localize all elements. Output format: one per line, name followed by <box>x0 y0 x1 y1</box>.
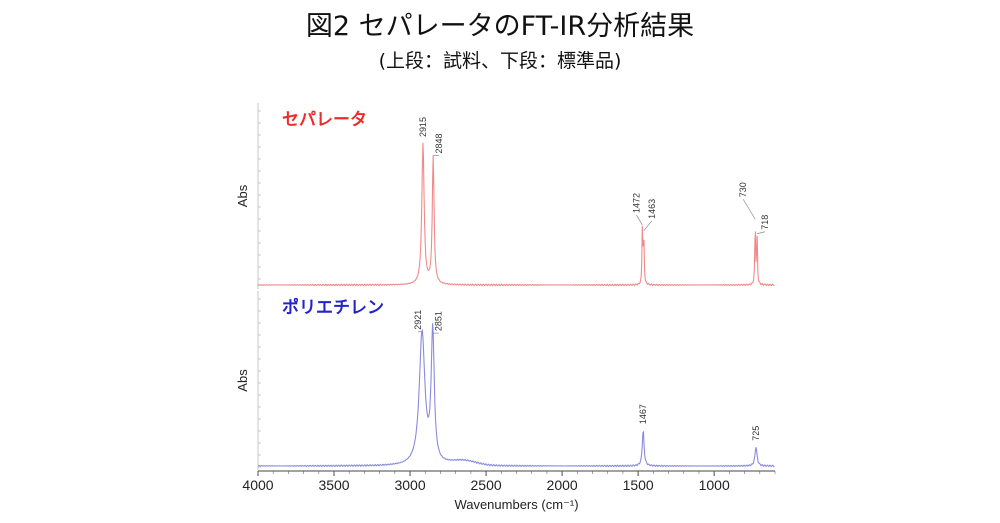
series-label: セパレータ <box>282 110 367 130</box>
peak-label: 1463 <box>647 199 657 219</box>
peak-leader-line <box>643 220 653 232</box>
peak-leader-line <box>756 231 766 235</box>
y-axis-title: Abs <box>235 369 250 392</box>
x-tick-label: 2000 <box>547 477 578 493</box>
chart-subtitle: (上段：試料、下段：標準品) <box>378 50 622 72</box>
peak-label: 1472 <box>631 193 641 213</box>
peak-label: 2921 <box>413 310 423 330</box>
peak-label: 725 <box>751 426 761 441</box>
peak-leader-line <box>636 214 643 226</box>
x-tick-label: 4000 <box>242 477 273 493</box>
series-label: ポリエチレン <box>282 297 384 318</box>
x-tick-label: 2500 <box>471 477 502 493</box>
x-tick-label: 1500 <box>623 477 654 493</box>
x-tick-label: 1000 <box>699 477 730 493</box>
peak-label: 2851 <box>434 311 444 331</box>
x-tick-label: 3000 <box>394 477 425 493</box>
peak-leader-line <box>742 199 756 220</box>
x-tick-label: 3500 <box>318 477 349 493</box>
peak-label: 1467 <box>638 404 648 424</box>
peak-label: 2915 <box>418 117 428 137</box>
spectrum-line-sample <box>257 142 775 287</box>
x-axis-title: Wavenumbers (cm⁻¹) <box>454 497 578 512</box>
peak-label: 730 <box>738 182 748 197</box>
y-axis-title: Abs <box>235 184 250 207</box>
chart-title: 図2 セパレータのFT-IR分析結果 <box>305 11 695 42</box>
spectrum-line-standard <box>257 323 775 468</box>
peak-label: 2848 <box>434 133 444 153</box>
peak-label: 718 <box>760 215 770 230</box>
